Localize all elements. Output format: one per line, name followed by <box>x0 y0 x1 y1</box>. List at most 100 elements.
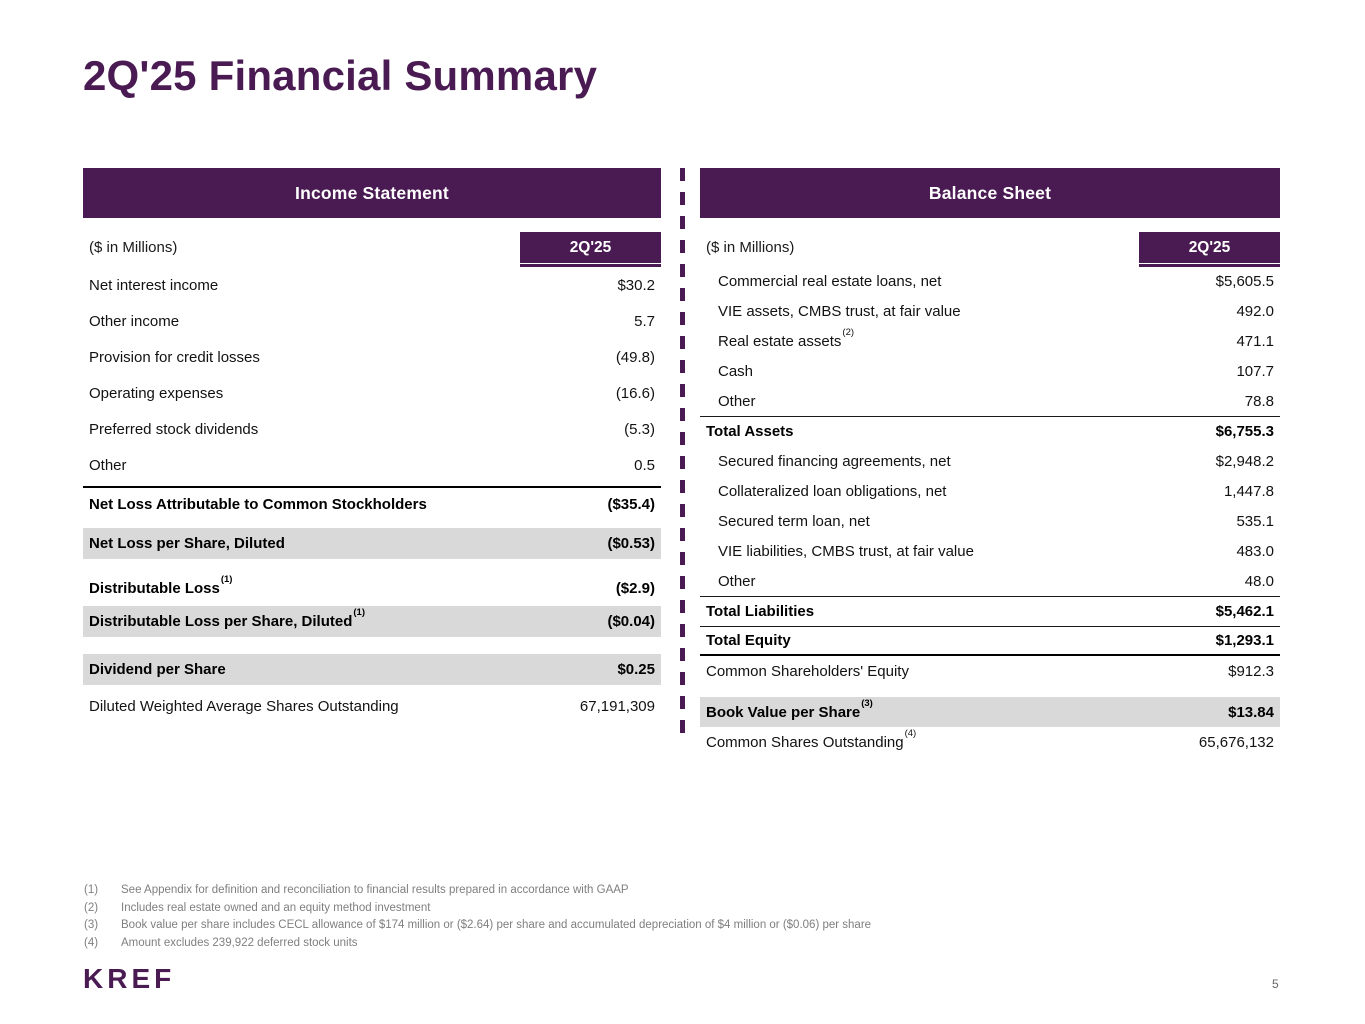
kref-logo: KREF <box>83 963 176 994</box>
table-row-highlight: Dividend per Share $0.25 <box>83 654 661 685</box>
income-statement-header: Income Statement <box>83 168 661 218</box>
row-value: $2,948.2 <box>1215 452 1274 470</box>
table-row-highlight: Book Value per Share(3) $13.84 <box>700 697 1280 727</box>
row-value: 492.0 <box>1236 302 1274 320</box>
page-number: 5 <box>1272 977 1279 991</box>
income-statement-rows: Net interest income $30.2 Other income 5… <box>83 267 661 722</box>
row-value: 1,447.8 <box>1223 482 1274 500</box>
row-value: $5,462.1 <box>1215 603 1274 620</box>
row-label: Preferred stock dividends <box>89 420 259 438</box>
table-row-total: Net Loss Attributable to Common Stockhol… <box>83 486 661 520</box>
row-value: ($35.4) <box>607 495 655 513</box>
table-row-total: Total Assets $6,755.3 <box>700 416 1280 446</box>
table-row-highlight: Distributable Loss per Share, Diluted(1)… <box>83 606 661 637</box>
footnote-ref: (1) <box>353 607 366 618</box>
footnote-number: (2) <box>84 901 99 914</box>
footnote: (4) Amount excludes 239,922 deferred sto… <box>84 935 1134 953</box>
row-value: $912.3 <box>1228 662 1274 680</box>
row-label: Net Loss per Share, Diluted <box>89 535 285 552</box>
footnote-ref: (2) <box>842 326 855 338</box>
row-label: Net Loss Attributable to Common Stockhol… <box>89 495 427 513</box>
balance-sheet-table: Balance Sheet ($ in Millions) 2Q'25 Comm… <box>700 168 1280 757</box>
row-value: ($2.9) <box>615 580 655 597</box>
row-label: Net interest income <box>89 276 219 294</box>
row-value: (49.8) <box>615 348 655 366</box>
table-row: VIE assets, CMBS trust, at fair value 49… <box>700 296 1280 326</box>
row-value: $1,293.1 <box>1215 632 1274 649</box>
balance-sheet-rows: Commercial real estate loans, net $5,605… <box>700 266 1280 757</box>
row-value: $30.2 <box>617 276 655 294</box>
period-badge: 2Q'25 <box>1139 232 1280 267</box>
row-label: Other <box>89 456 127 474</box>
row-value: 67,191,309 <box>579 698 655 715</box>
footnote-number: (1) <box>84 884 99 896</box>
row-label: VIE assets, CMBS trust, at fair value <box>718 302 961 320</box>
row-label: Real estate assets(2) <box>718 326 855 350</box>
footnote: (3) Book value per share includes CECL a… <box>84 917 1134 935</box>
row-value: 78.8 <box>1244 392 1274 410</box>
row-value: $13.84 <box>1228 703 1274 721</box>
table-row-total: Total Equity $1,293.1 <box>700 626 1280 656</box>
row-value: ($0.04) <box>607 613 655 630</box>
table-row: Preferred stock dividends (5.3) <box>83 411 661 447</box>
row-value: ($0.53) <box>607 535 655 552</box>
row-value: (16.6) <box>615 384 655 402</box>
table-row: Other 78.8 <box>700 386 1280 416</box>
table-row: Operating expenses (16.6) <box>83 375 661 411</box>
row-label: Secured term loan, net <box>718 512 870 530</box>
row-value: 48.0 <box>1244 572 1274 590</box>
footnote-text: See Appendix for definition and reconcil… <box>121 884 629 896</box>
footnote-number: (4) <box>84 936 99 949</box>
table-row: Real estate assets(2) 471.1 <box>700 326 1280 356</box>
row-label: Cash <box>718 362 754 380</box>
footnote-number: (3) <box>84 919 99 932</box>
table-row: Common Shares Outstanding(4) 65,676,132 <box>700 727 1280 757</box>
row-value: $0.25 <box>617 661 655 678</box>
balance-sheet-column-header: ($ in Millions) 2Q'25 <box>700 232 1280 267</box>
income-statement-column-header: ($ in Millions) 2Q'25 <box>83 232 661 267</box>
table-row: Distributable Loss(1) ($2.9) <box>83 573 661 604</box>
table-row: Other 48.0 <box>700 566 1280 596</box>
row-value: 535.1 <box>1236 512 1274 530</box>
table-row: Cash 107.7 <box>700 356 1280 386</box>
row-value: 483.0 <box>1236 542 1274 560</box>
table-row-highlight: Net Loss per Share, Diluted ($0.53) <box>83 528 661 559</box>
period-badge: 2Q'25 <box>520 232 661 267</box>
table-row: Secured term loan, net 535.1 <box>700 506 1280 536</box>
row-label: Secured financing agreements, net <box>718 452 951 470</box>
row-value: 107.7 <box>1236 362 1274 380</box>
row-value: (5.3) <box>624 420 655 438</box>
row-label: VIE liabilities, CMBS trust, at fair val… <box>718 542 974 560</box>
row-label: Distributable Loss(1) <box>89 574 233 597</box>
footnote: (2) Includes real estate owned and an eq… <box>84 900 1134 918</box>
row-label: Common Shares Outstanding(4) <box>706 727 917 751</box>
row-label: Total Equity <box>706 632 791 649</box>
table-row: VIE liabilities, CMBS trust, at fair val… <box>700 536 1280 566</box>
row-label: Other <box>718 392 756 410</box>
row-value: 471.1 <box>1236 332 1274 350</box>
footnote-text: Book value per share includes CECL allow… <box>121 919 872 932</box>
row-label: Total Liabilities <box>706 603 815 620</box>
table-row: Secured financing agreements, net $2,948… <box>700 446 1280 476</box>
footnote-ref: (3) <box>861 697 873 709</box>
table-row: Collateralized loan obligations, net 1,4… <box>700 476 1280 506</box>
row-label: Dividend per Share <box>89 661 226 678</box>
row-label: Diluted Weighted Average Shares Outstand… <box>89 698 399 715</box>
table-row: Other 0.5 <box>83 447 661 483</box>
row-label: Total Assets <box>706 423 794 440</box>
table-row: Provision for credit losses (49.8) <box>83 339 661 375</box>
footnotes: (1) See Appendix for definition and reco… <box>84 882 1134 952</box>
row-label: Book Value per Share(3) <box>706 697 873 721</box>
table-row: Common Shareholders' Equity $912.3 <box>700 656 1280 686</box>
table-row: Commercial real estate loans, net $5,605… <box>700 266 1280 296</box>
footnote: (1) See Appendix for definition and reco… <box>84 882 1134 900</box>
row-value: $5,605.5 <box>1215 272 1274 290</box>
row-label: Common Shareholders' Equity <box>706 662 909 680</box>
table-row-total: Total Liabilities $5,462.1 <box>700 596 1280 626</box>
table-row: Net interest income $30.2 <box>83 267 661 303</box>
units-label: ($ in Millions) <box>89 239 178 256</box>
row-label: Collateralized loan obligations, net <box>718 482 947 500</box>
table-row: Other income 5.7 <box>83 303 661 339</box>
units-label: ($ in Millions) <box>706 239 795 256</box>
footnote-ref: (1) <box>220 574 233 585</box>
